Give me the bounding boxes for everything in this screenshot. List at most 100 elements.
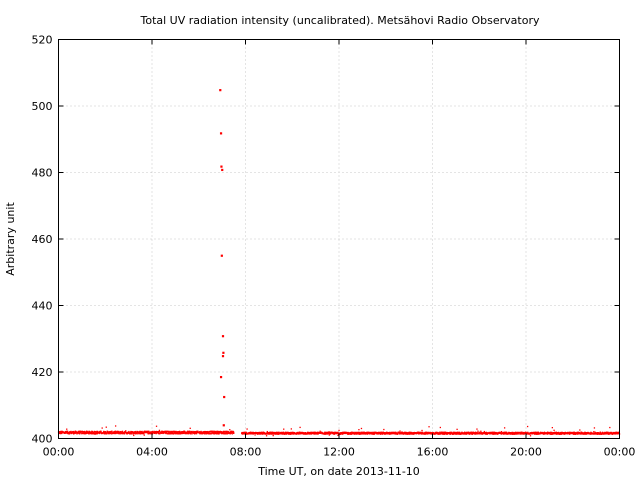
baseline-point xyxy=(185,433,187,435)
baseline-point xyxy=(117,432,119,435)
baseline-point xyxy=(184,431,186,433)
baseline-point xyxy=(213,433,216,435)
baseline-point xyxy=(498,431,500,433)
baseline-point xyxy=(66,430,69,432)
baseline-point xyxy=(465,433,468,435)
baseline-point xyxy=(133,434,135,437)
spike-point xyxy=(223,395,226,399)
baseline-point xyxy=(98,431,100,433)
baseline-point xyxy=(341,433,343,435)
baseline-point xyxy=(287,431,289,434)
baseline-point xyxy=(365,433,367,435)
baseline-point xyxy=(555,431,558,433)
baseline-point xyxy=(90,431,92,433)
y-tick-label: 460 xyxy=(32,233,53,246)
baseline-point xyxy=(138,433,140,435)
baseline-point xyxy=(561,433,563,435)
baseline-point xyxy=(306,433,308,435)
x-tick-label: 04:00 xyxy=(136,446,168,459)
baseline-point xyxy=(78,432,81,434)
baseline-point xyxy=(94,433,96,435)
grid xyxy=(58,39,620,439)
baseline-point xyxy=(165,432,167,435)
baseline-point xyxy=(135,430,137,433)
baseline-point xyxy=(143,434,145,436)
baseline-point xyxy=(233,432,235,434)
baseline-point xyxy=(439,426,441,429)
baseline-point xyxy=(259,433,262,435)
baseline-point xyxy=(130,430,132,433)
baseline-point xyxy=(397,433,399,435)
baseline-point xyxy=(435,431,438,433)
baseline-point xyxy=(298,432,300,434)
baseline-point xyxy=(438,432,440,434)
baseline-point xyxy=(469,432,471,435)
baseline-point xyxy=(491,432,494,434)
baseline-point xyxy=(418,433,420,435)
baseline-point xyxy=(153,430,155,433)
baseline-point xyxy=(549,432,551,434)
baseline-point xyxy=(492,431,494,433)
baseline-point xyxy=(551,426,553,429)
baseline-point xyxy=(85,432,87,435)
baseline-point xyxy=(298,433,300,435)
baseline-point xyxy=(461,431,463,433)
baseline-point xyxy=(551,431,553,434)
spike-point xyxy=(221,355,225,358)
spike-point xyxy=(222,351,225,354)
baseline-point xyxy=(113,432,115,435)
baseline-point xyxy=(550,431,552,434)
baseline-point xyxy=(226,430,228,432)
y-tick-label: 520 xyxy=(32,34,53,47)
baseline-point xyxy=(351,431,354,433)
baseline-point xyxy=(210,433,212,435)
baseline-point xyxy=(70,430,72,433)
baseline-point xyxy=(170,432,172,434)
baseline-point xyxy=(158,429,161,432)
baseline-point xyxy=(175,430,177,433)
baseline-point xyxy=(519,432,522,435)
baseline-point xyxy=(471,431,473,434)
baseline-point xyxy=(553,429,555,431)
baseline-point xyxy=(124,432,126,434)
baseline-point xyxy=(492,433,494,435)
baseline-point xyxy=(311,431,313,433)
baseline-point xyxy=(211,430,214,432)
baseline-point xyxy=(92,430,94,433)
baseline-point xyxy=(479,431,481,434)
baseline-point xyxy=(233,431,235,433)
spike-point xyxy=(221,168,224,172)
baseline-point xyxy=(180,432,183,435)
baseline-point xyxy=(296,433,298,435)
baseline-point xyxy=(514,432,516,435)
baseline-point xyxy=(341,431,344,434)
baseline-point xyxy=(480,432,482,434)
baseline-point xyxy=(266,430,269,433)
baseline-point xyxy=(399,430,401,432)
baseline-point xyxy=(94,431,97,433)
baseline-point xyxy=(95,433,98,435)
baseline-point xyxy=(401,433,403,435)
baseline-point xyxy=(468,433,471,435)
baseline-point xyxy=(178,431,180,433)
baseline-point xyxy=(347,432,350,434)
x-tick-label: 00:00 xyxy=(43,446,75,459)
baseline-point xyxy=(223,432,225,434)
baseline-point xyxy=(449,431,451,434)
baseline-point xyxy=(504,433,506,435)
baseline-point xyxy=(456,428,458,430)
baseline-point xyxy=(446,433,449,435)
baseline-point xyxy=(604,433,606,435)
baseline-point xyxy=(432,433,434,435)
baseline-point xyxy=(511,431,513,434)
baseline-point xyxy=(303,432,305,434)
baseline-point xyxy=(442,433,444,435)
baseline-point xyxy=(385,432,388,435)
baseline-point xyxy=(441,433,443,435)
y-axis-label: Arbitrary unit xyxy=(4,202,17,276)
baseline-point xyxy=(505,433,507,435)
baseline-point xyxy=(88,433,90,435)
baseline-point xyxy=(127,431,129,433)
baseline-point xyxy=(375,431,377,434)
